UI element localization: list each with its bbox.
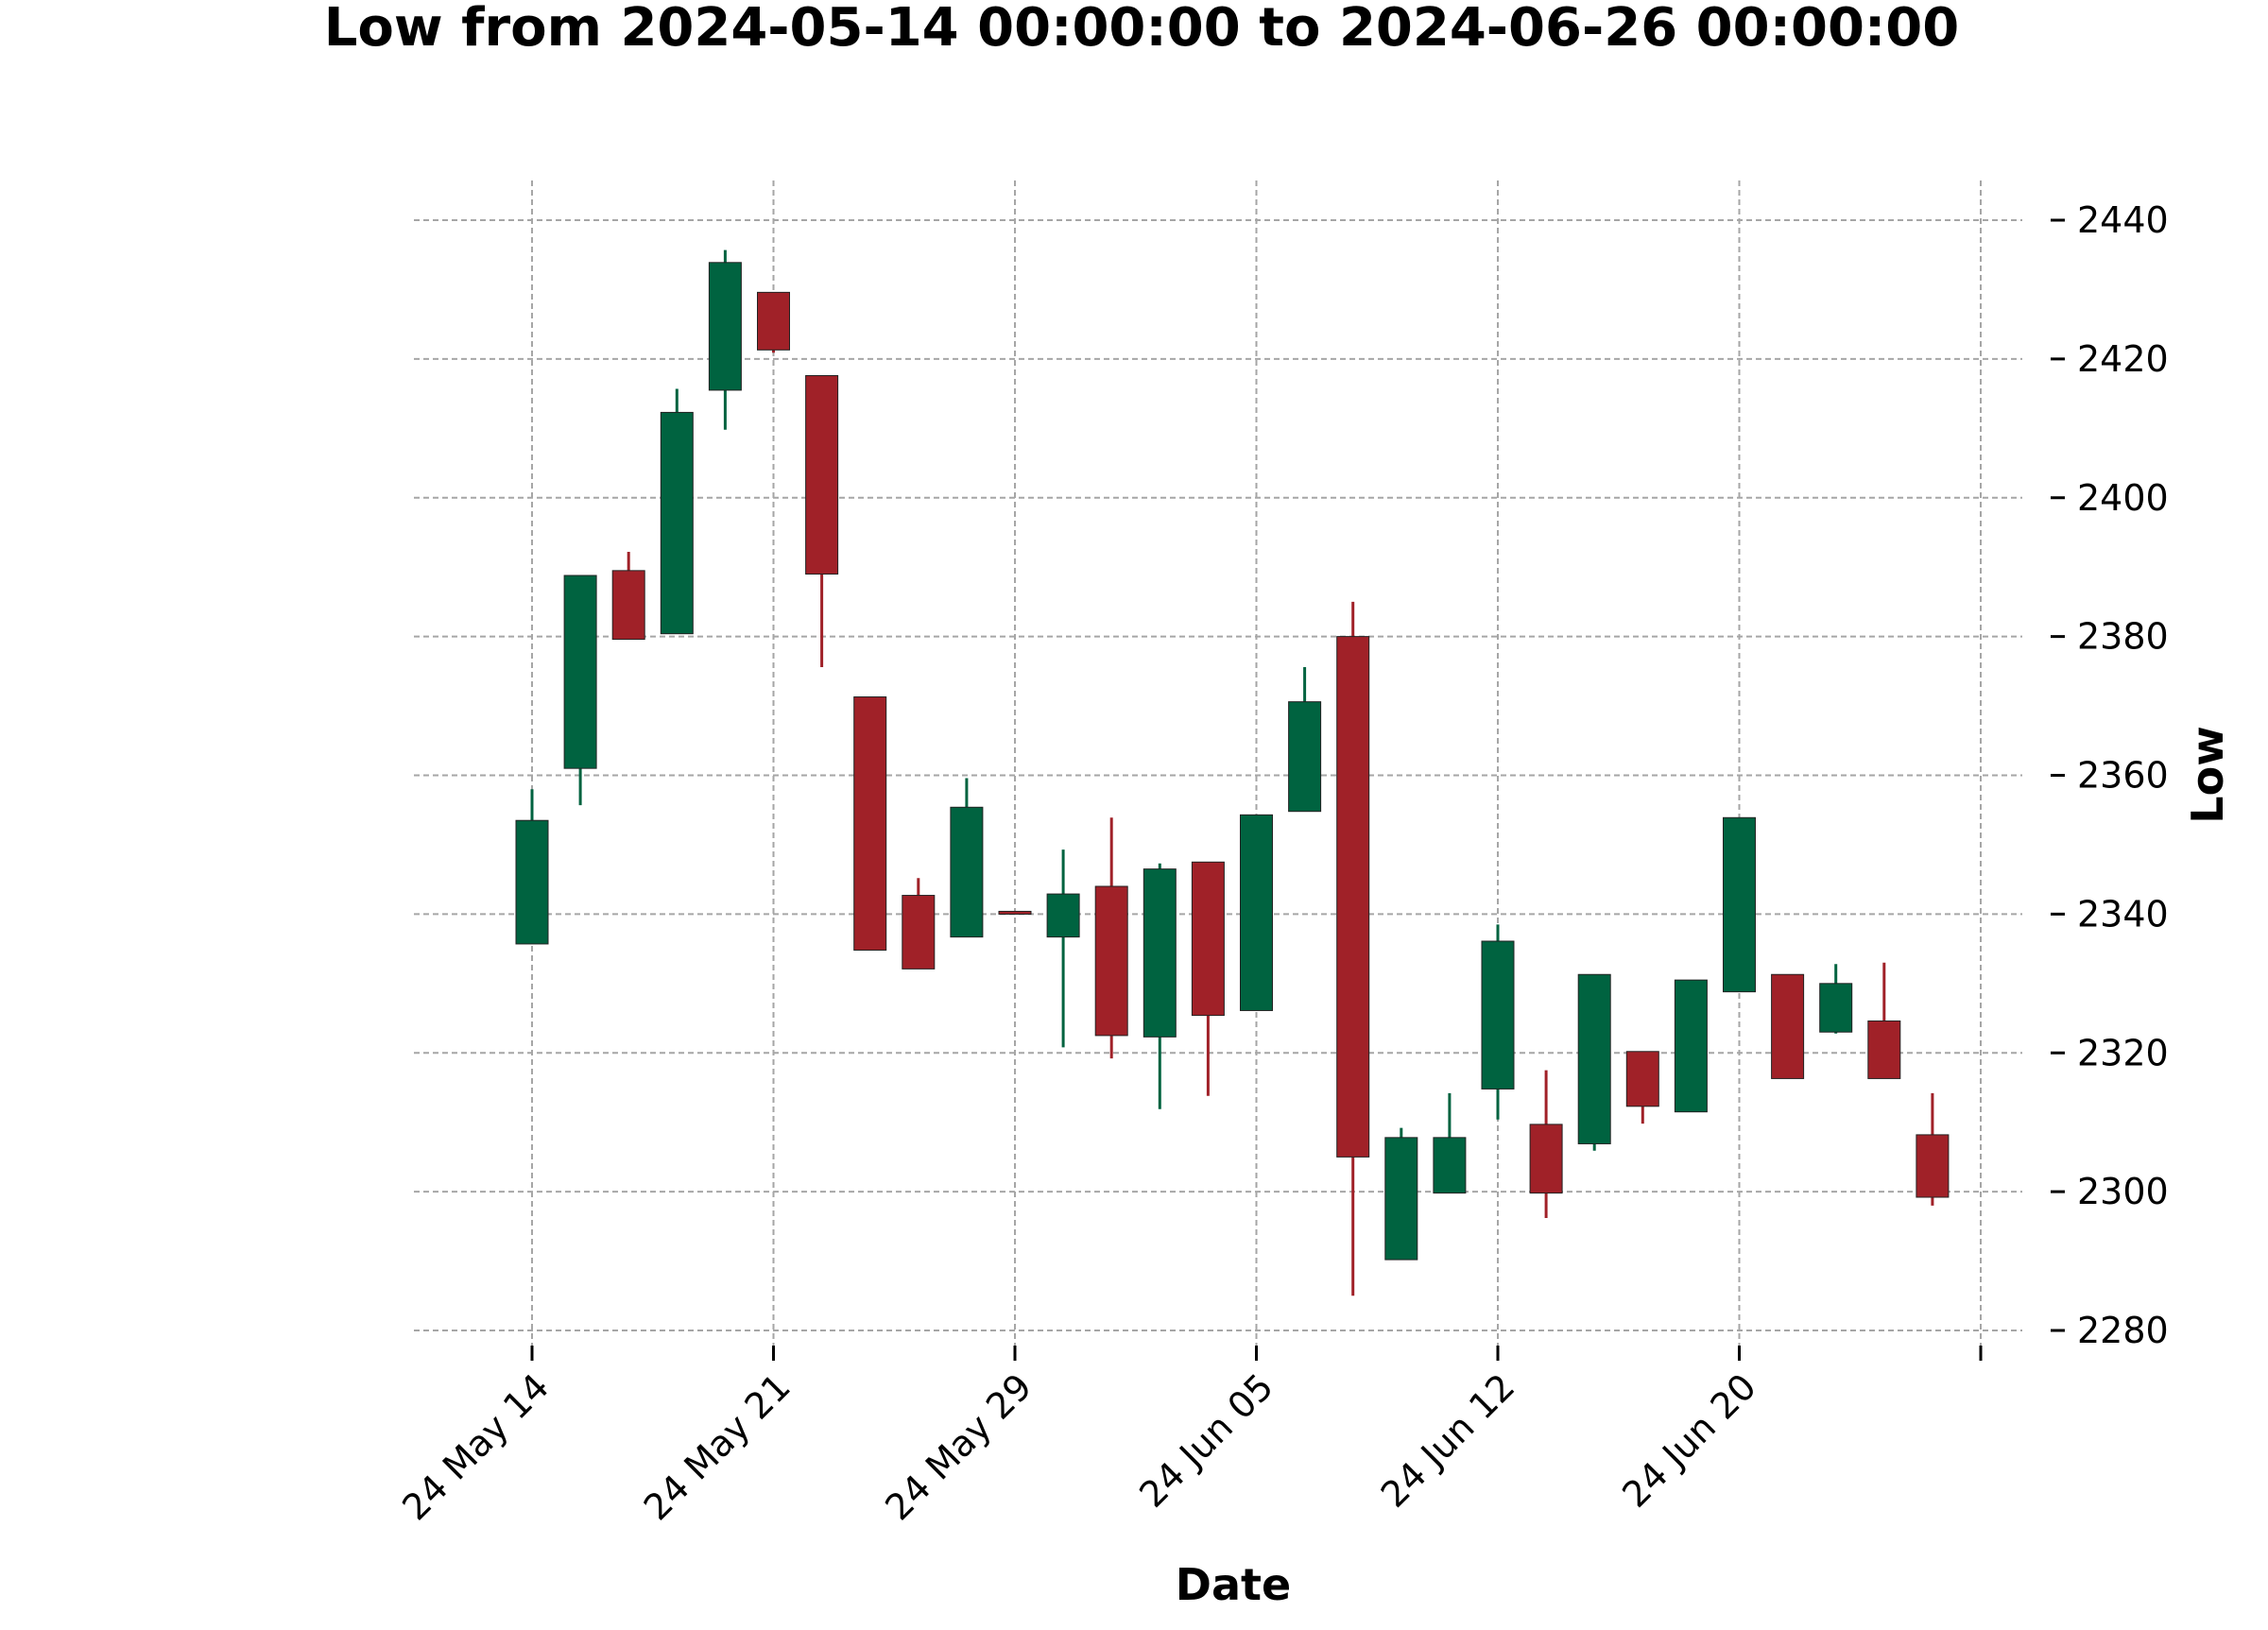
x-tick-label: 24 May 21 xyxy=(636,1365,799,1528)
candle xyxy=(660,388,694,635)
x-tick-label: 24 Jun 05 xyxy=(1131,1365,1281,1516)
candles xyxy=(515,249,1950,1296)
y-tick-label: 2320 xyxy=(2077,1032,2169,1073)
candle xyxy=(998,910,1032,915)
candle-body xyxy=(1771,973,1805,1079)
candle xyxy=(1723,816,1756,993)
candle-body xyxy=(1094,885,1128,1037)
candle xyxy=(1819,964,1853,1034)
candle-body xyxy=(1384,1137,1418,1261)
candle-body xyxy=(1336,636,1370,1158)
candle-body xyxy=(853,696,887,952)
candle-body xyxy=(1723,816,1756,993)
candle-body xyxy=(1433,1137,1467,1194)
candle xyxy=(902,878,936,969)
candle xyxy=(1143,863,1177,1109)
candle-body xyxy=(757,291,790,351)
candle xyxy=(1625,1051,1659,1124)
candle-body xyxy=(1240,814,1273,1011)
candle xyxy=(1336,601,1370,1296)
x-tick-label: 24 May 14 xyxy=(394,1365,557,1528)
candle xyxy=(1867,962,1901,1079)
candle xyxy=(1771,973,1805,1079)
candle-body xyxy=(660,411,694,635)
y-tick-label: 2420 xyxy=(2077,338,2169,380)
candle-body xyxy=(1625,1051,1659,1107)
x-axis-label: Date xyxy=(1176,1559,1291,1610)
candle-body xyxy=(1529,1124,1563,1194)
candle-body xyxy=(1481,940,1515,1090)
y-tick-label: 2280 xyxy=(2077,1310,2169,1351)
x-tick-label: 24 Jun 12 xyxy=(1373,1365,1523,1516)
x-tick-label: 24 Jun 20 xyxy=(1614,1365,1764,1516)
candle-body xyxy=(1288,701,1322,813)
y-gridlines xyxy=(414,219,2022,1331)
candle xyxy=(1577,973,1611,1151)
candle xyxy=(1916,1092,1950,1206)
candle xyxy=(805,375,839,667)
candle-body xyxy=(1143,868,1177,1038)
candle-body xyxy=(1046,893,1080,938)
candle-body xyxy=(1577,973,1611,1144)
candle-body xyxy=(708,262,742,391)
candle xyxy=(708,249,742,430)
candle xyxy=(1384,1127,1418,1261)
candle xyxy=(1481,924,1515,1120)
candle-body xyxy=(902,895,936,969)
candle xyxy=(1191,861,1225,1096)
candle-body xyxy=(563,575,597,769)
candle-body xyxy=(1819,983,1853,1033)
candle xyxy=(757,291,790,353)
candle-body xyxy=(805,375,839,575)
x-gridlines xyxy=(531,180,1982,1354)
candle xyxy=(611,552,645,641)
candle xyxy=(1529,1070,1563,1219)
candle-body xyxy=(950,806,984,938)
candle xyxy=(563,575,597,806)
candle xyxy=(1094,817,1128,1059)
candle xyxy=(515,789,549,945)
candle-body xyxy=(611,570,645,641)
candle-body xyxy=(1867,1020,1901,1079)
y-tick-label: 2400 xyxy=(2077,477,2169,519)
x-tick-label: 24 May 29 xyxy=(877,1365,1040,1528)
candle xyxy=(1433,1092,1467,1194)
candle xyxy=(853,696,887,952)
y-tick-label: 2380 xyxy=(2077,616,2169,658)
candle xyxy=(950,778,984,938)
candle xyxy=(1240,814,1273,1011)
candle xyxy=(1674,979,1708,1113)
candle-body xyxy=(1191,861,1225,1017)
candle-body xyxy=(1674,979,1708,1113)
y-tick-label: 2300 xyxy=(2077,1171,2169,1212)
x-axis: 24 May 14 24 May 21 24 May 29 24 Jun 05 24 J… xyxy=(394,1346,1983,1528)
chart-title: Low from 2024-05-14 00:00:00 to 2024-06-… xyxy=(324,0,1959,59)
candle xyxy=(1046,849,1080,1048)
y-tick-label: 2440 xyxy=(2077,199,2169,241)
y-tick-label: 2360 xyxy=(2077,755,2169,797)
candle-body xyxy=(515,819,549,945)
y-axis-label: Low xyxy=(2182,726,2233,823)
candle-body xyxy=(998,910,1032,915)
candle-body xyxy=(1916,1134,1950,1198)
y-tick-label: 2340 xyxy=(2077,893,2169,935)
y-axis: 2280 2300 2320 2340 2360 2380 2400 2420 2440 xyxy=(2051,199,2169,1351)
candle xyxy=(1288,666,1322,813)
